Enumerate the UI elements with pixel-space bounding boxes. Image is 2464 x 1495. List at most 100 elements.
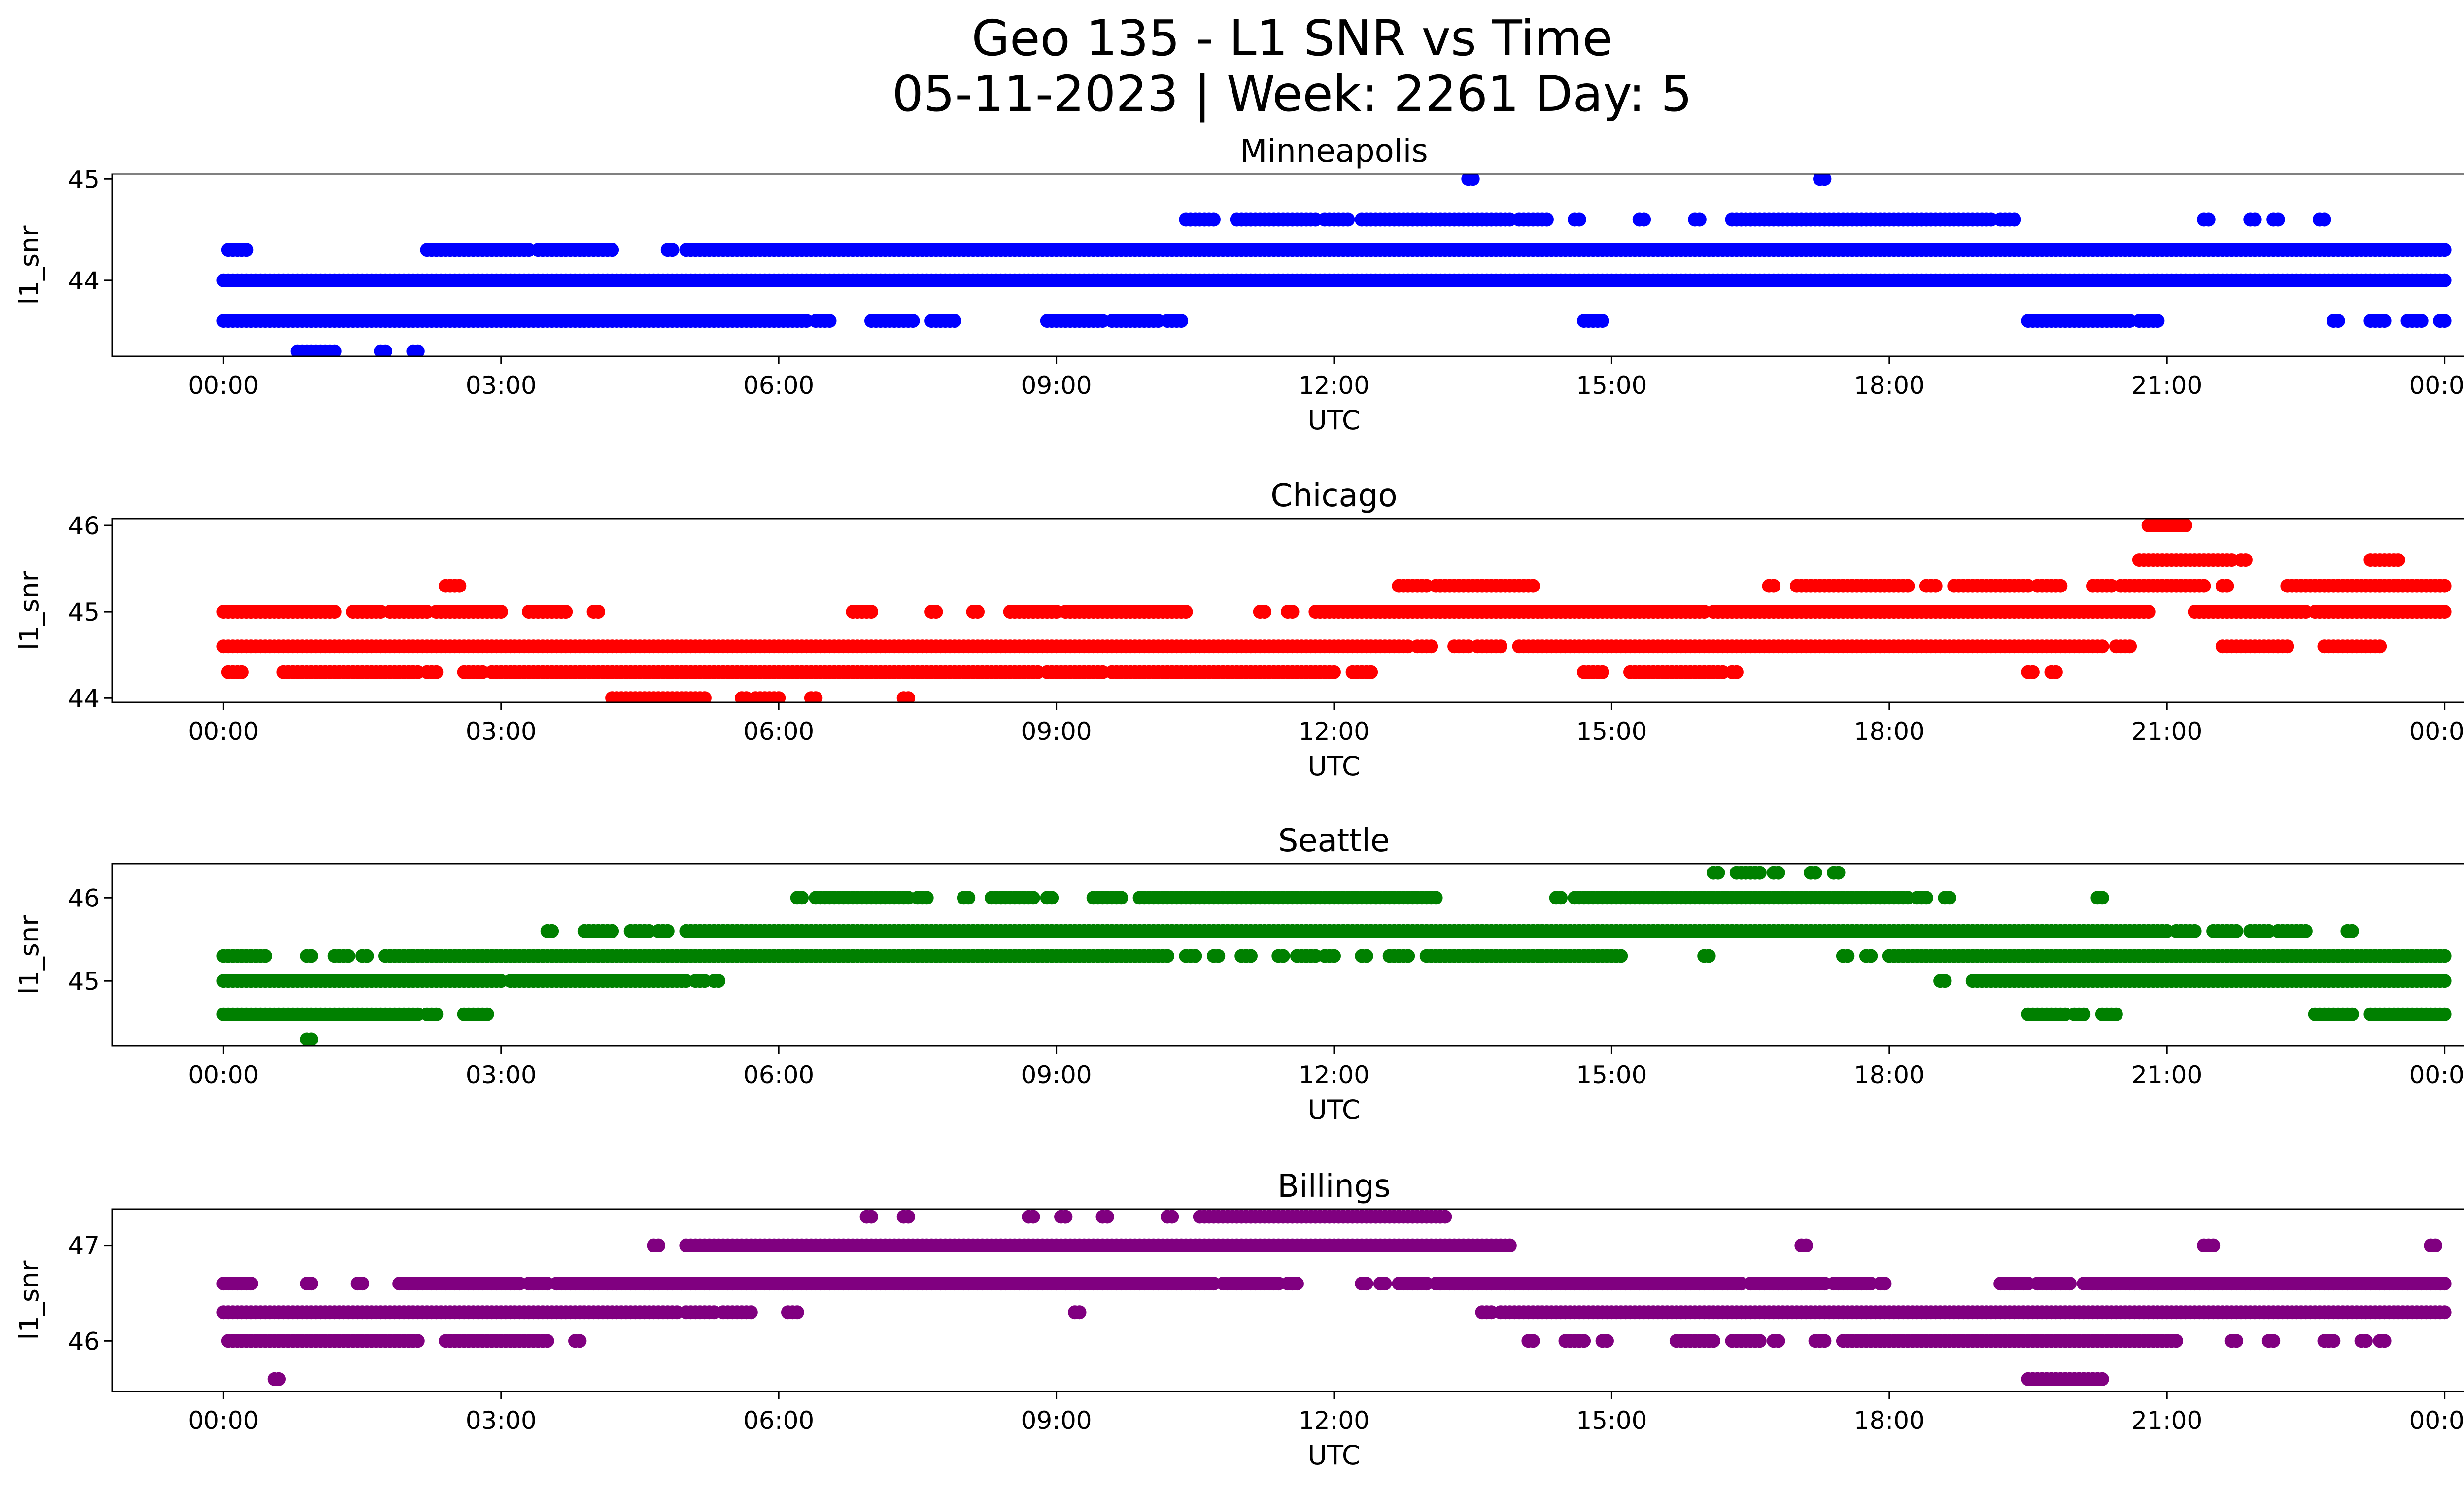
data-point: [1327, 665, 1341, 679]
data-point: [429, 665, 444, 679]
data-point: [2077, 1007, 2091, 1021]
data-point: [494, 605, 508, 619]
x-tick-label: 00:00: [188, 1061, 259, 1089]
data-point: [2238, 553, 2253, 567]
data-point: [1359, 1277, 1373, 1291]
data-point: [2327, 1334, 2341, 1348]
data-point: [2437, 605, 2452, 619]
data-point: [2414, 314, 2429, 328]
x-tick-label: 00:00: [2409, 717, 2464, 746]
data-point: [2229, 924, 2244, 938]
figure-title-line2: 05-11-2023 | Week: 2261 Day: 5: [892, 65, 1692, 123]
data-point: [2280, 639, 2294, 654]
data-point: [2437, 974, 2452, 988]
data-point: [2049, 665, 2063, 679]
y-tick-label: 46: [68, 884, 100, 912]
data-point: [2331, 314, 2345, 328]
data-point: [1258, 605, 1272, 619]
x-tick-label: 18:00: [1854, 717, 1925, 746]
data-point: [2229, 1334, 2244, 1348]
data-point: [1942, 891, 1956, 905]
x-tick-label: 21:00: [2131, 1061, 2202, 1089]
data-point: [327, 344, 342, 356]
data-point: [605, 924, 619, 938]
x-tick-label: 00:00: [2409, 1061, 2464, 1089]
data-point: [1752, 1334, 1767, 1348]
data-point: [2437, 579, 2452, 593]
data-point: [1817, 174, 1832, 186]
data-point: [1364, 665, 1378, 679]
scatter-series: [216, 174, 2452, 356]
data-point: [1526, 579, 1540, 593]
data-point: [480, 1007, 494, 1021]
data-point: [411, 344, 425, 356]
data-point: [545, 924, 559, 938]
data-point: [240, 243, 254, 257]
data-point: [2197, 579, 2211, 593]
x-axis-label: UTC: [1307, 751, 1360, 782]
data-point: [1771, 1334, 1785, 1348]
data-point: [2007, 212, 2021, 227]
data-point: [304, 1032, 318, 1046]
data-point: [244, 1277, 258, 1291]
data-point: [605, 243, 619, 257]
x-tick-label: 06:00: [743, 371, 814, 400]
data-point: [1752, 866, 1767, 880]
data-point: [258, 949, 272, 963]
data-point: [971, 605, 985, 619]
data-point: [1045, 891, 1059, 905]
data-point: [2377, 314, 2392, 328]
data-point: [2437, 1007, 2452, 1021]
x-tick-label: 15:00: [1576, 1061, 1647, 1089]
y-axis-label: l1_snr: [14, 225, 45, 305]
data-point: [1276, 949, 1290, 963]
data-point: [2141, 605, 2156, 619]
data-point: [1572, 212, 1586, 227]
data-point: [660, 924, 675, 938]
figure-title-line1: Geo 135 - L1 SNR vs Time: [972, 9, 1613, 67]
data-point: [304, 1277, 318, 1291]
data-point: [809, 691, 823, 702]
x-tick-label: 03:00: [466, 371, 537, 400]
y-axis-label: l1_snr: [14, 570, 45, 650]
data-point: [712, 974, 726, 988]
data-point: [559, 605, 573, 619]
data-point: [429, 1007, 444, 1021]
x-tick-label: 03:00: [466, 717, 537, 746]
data-point: [2437, 1305, 2452, 1320]
scatter-series: [216, 1210, 2452, 1386]
data-point: [1526, 1334, 1540, 1348]
data-point: [2437, 243, 2452, 257]
data-point: [2109, 1007, 2123, 1021]
y-axis-label: l1_snr: [14, 915, 45, 995]
data-point: [2437, 949, 2452, 963]
data-point: [2317, 212, 2331, 227]
x-tick-label: 15:00: [1576, 717, 1647, 746]
data-point: [1211, 949, 1226, 963]
data-point: [2053, 579, 2068, 593]
data-point: [906, 314, 920, 328]
data-point: [920, 891, 934, 905]
scatter-series: [216, 519, 2452, 702]
x-tick-label: 12:00: [1299, 371, 1369, 400]
x-tick-label: 12:00: [1299, 1061, 1369, 1089]
x-tick-label: 21:00: [2131, 717, 2202, 746]
data-point: [1554, 891, 1568, 905]
data-point: [1494, 639, 1507, 654]
data-point: [1174, 314, 1189, 328]
data-point: [1503, 1238, 1517, 1252]
data-point: [2178, 519, 2192, 532]
data-point: [795, 891, 809, 905]
data-point: [1919, 891, 1933, 905]
data-point: [1771, 866, 1785, 880]
data-point: [1711, 866, 1725, 880]
data-point: [1901, 579, 1915, 593]
data-point: [1540, 212, 1554, 227]
x-tick-label: 09:00: [1021, 1061, 1092, 1089]
x-tick-label: 06:00: [743, 1061, 814, 1089]
scatter-series: [216, 866, 2452, 1046]
data-point: [235, 665, 249, 679]
x-tick-label: 12:00: [1299, 717, 1369, 746]
